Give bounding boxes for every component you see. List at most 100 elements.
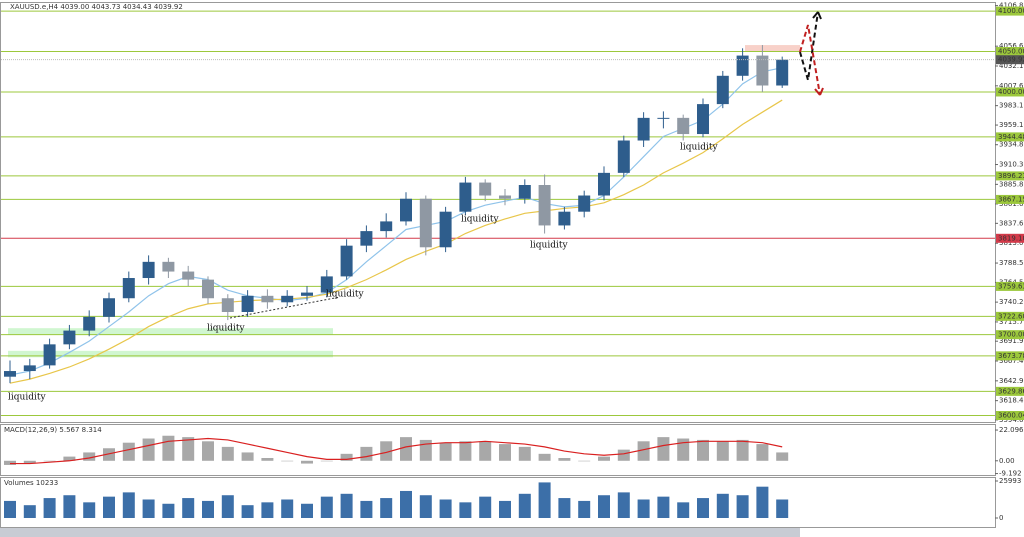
macd-panel	[0, 424, 996, 476]
level-tag	[996, 330, 1024, 340]
volume-bar	[182, 498, 195, 518]
candle-body	[439, 211, 452, 248]
volume-bar	[518, 493, 531, 518]
annotation: liquidity	[461, 215, 499, 225]
y-tick-label: 3691.90	[999, 337, 1024, 345]
volume-bar	[241, 505, 254, 518]
candle-body	[578, 195, 591, 212]
candle-body	[122, 278, 135, 299]
signal-line	[10, 437, 783, 465]
macd-bar	[439, 442, 452, 461]
macd-bar	[380, 441, 393, 461]
level-tag	[996, 281, 1024, 291]
volume-bar	[677, 502, 690, 518]
y-tick-label: 3740.20	[999, 298, 1024, 306]
y-tick-label: 3983.10	[999, 102, 1024, 110]
macd-bar	[241, 452, 254, 461]
macd-bar	[776, 452, 789, 461]
macd-bar	[756, 444, 769, 461]
level-label: 3673.78	[998, 352, 1024, 360]
macd-bar	[43, 460, 56, 462]
candle-body	[697, 104, 709, 135]
y-tick-label: 3813.00	[999, 239, 1024, 247]
level-label: 3819.10	[998, 234, 1024, 242]
candle-body	[202, 279, 214, 299]
macd-bar	[400, 437, 412, 461]
macd-bar	[4, 460, 16, 465]
volume-bar	[598, 495, 610, 518]
macd-bar	[320, 460, 333, 462]
level-label: 4050.00	[998, 48, 1024, 56]
level-label: 3722.60	[998, 312, 1024, 320]
volume-bar	[558, 498, 571, 518]
level-tag	[996, 386, 1024, 396]
candle-body	[360, 231, 373, 246]
macd-bar	[261, 458, 274, 461]
y-tick-label: 4106.80	[999, 2, 1024, 10]
candle-body	[340, 245, 353, 277]
candle-body	[63, 330, 76, 345]
candle-body	[4, 371, 16, 377]
candle-body	[162, 261, 175, 272]
volume-bar	[23, 505, 36, 518]
macd-bar	[538, 453, 551, 461]
volume-bar	[202, 500, 214, 518]
candle-body	[241, 295, 254, 312]
volume-bar	[400, 490, 412, 518]
volume-panel	[0, 477, 996, 528]
candle-body	[182, 271, 195, 280]
candle-body	[23, 365, 36, 372]
macd-bar	[221, 446, 234, 461]
macd-bar	[63, 456, 76, 461]
candle-body	[776, 59, 789, 86]
price-zone	[8, 328, 333, 335]
volume-bar	[301, 503, 313, 518]
volume-bar	[63, 495, 76, 518]
macd-bar	[637, 441, 650, 461]
volume-bar	[320, 496, 333, 518]
candle-body	[558, 211, 571, 226]
annotation: liquidity	[680, 143, 718, 153]
annotation: liquidity	[8, 393, 46, 403]
volume-bar	[716, 493, 729, 518]
macd-bar	[499, 444, 511, 461]
volume-bar	[221, 495, 234, 518]
macd-bar	[617, 449, 630, 461]
level-tag	[996, 6, 1024, 16]
candle-body	[83, 316, 96, 331]
plot-layer: 4106.80 4056.60 4032.10 4007.60 3983.10 3959.…	[1, 2, 1024, 522]
volume-bar	[4, 500, 16, 518]
candle-body	[43, 344, 56, 366]
volume-bar	[103, 496, 115, 518]
level-tag	[996, 87, 1024, 97]
macd-title: MACD(12,26,9) 5.567 8.314	[4, 426, 102, 434]
y-tick-label: 3667.40	[999, 357, 1024, 365]
y-tick-label: 3959.10	[999, 121, 1024, 129]
macd-bar	[340, 453, 353, 461]
level-label: 3896.23	[998, 172, 1024, 180]
candle-body	[657, 117, 670, 119]
candle-body	[281, 295, 294, 303]
down-scenario-arrow	[799, 24, 821, 96]
macd-bar	[122, 442, 135, 461]
candle-body	[538, 184, 551, 226]
level-label: 4000.00	[998, 88, 1024, 96]
y-tick-label: 0	[999, 514, 1003, 522]
volume-bar	[578, 500, 591, 518]
macd-bar	[677, 438, 690, 461]
level-label: 3629.86	[998, 387, 1024, 395]
candle-body	[518, 184, 531, 199]
volume-bar	[380, 498, 393, 518]
y-tick-label: 0.00	[999, 457, 1015, 465]
volume-bar	[756, 486, 769, 518]
level-tag	[996, 132, 1024, 142]
y-tick-label: 22.096	[999, 426, 1024, 434]
macd-bar	[419, 439, 432, 461]
level-tag	[996, 171, 1024, 181]
volume-bar	[281, 499, 294, 518]
arrow-head	[814, 87, 824, 96]
volume-bar	[538, 482, 551, 518]
candle-body	[221, 298, 234, 312]
macd-bar	[716, 441, 729, 461]
